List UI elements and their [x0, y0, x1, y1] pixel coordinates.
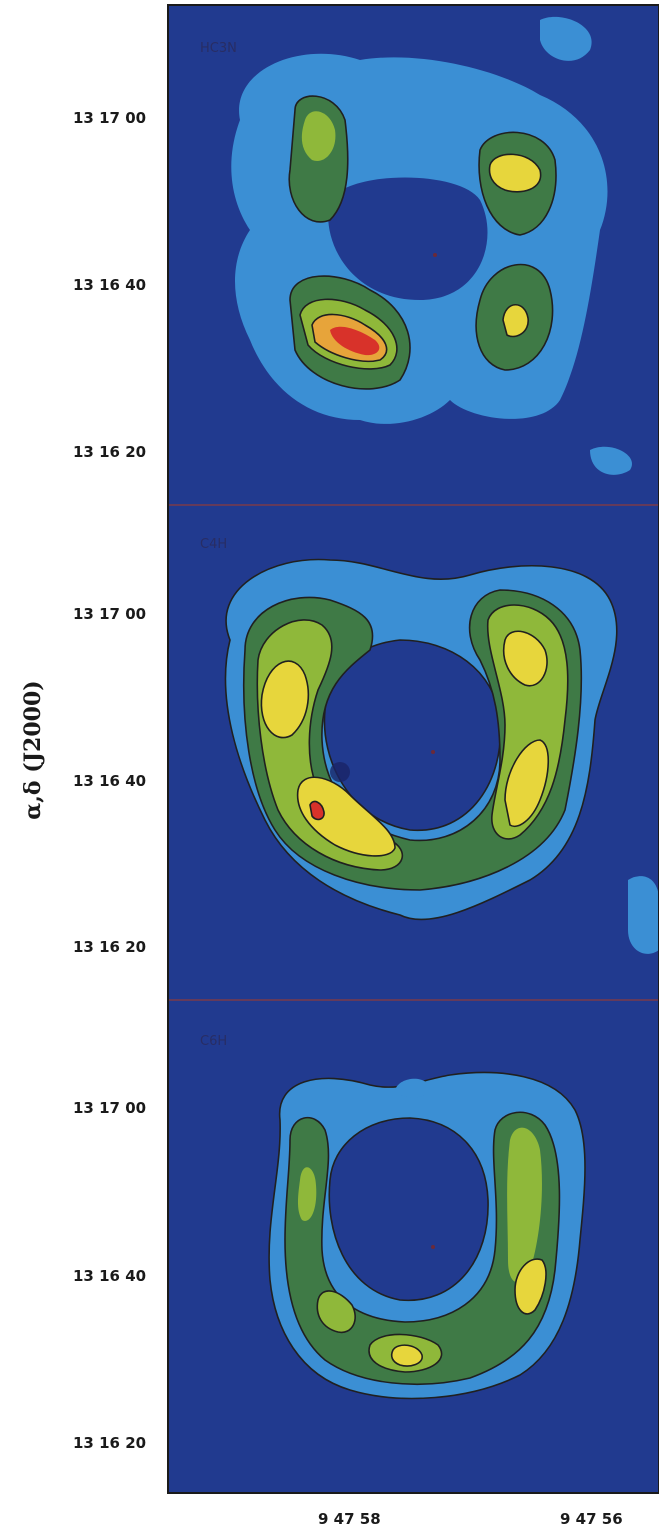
- panel1-level4-upper-right: [488, 153, 542, 193]
- x-tick-label: 9 47 56: [560, 1510, 623, 1528]
- y-tick-label: 13 17 00: [73, 1099, 146, 1117]
- panel1-center-marker: [433, 253, 437, 257]
- x-tick-label: 9 47 58: [318, 1510, 381, 1528]
- panel3-level3-lower-left: [316, 1290, 356, 1334]
- panel2-level4-lower-left: [296, 776, 396, 857]
- panel3-level3-left: [298, 1167, 317, 1221]
- panel3-level4-right: [514, 1258, 547, 1315]
- panel2-level1-right-patch: [628, 876, 659, 954]
- panel-hc3n: HC3N: [200, 16, 632, 475]
- panel3-center-marker: [431, 1245, 435, 1249]
- y-axis-title: α,δ (J2000): [20, 680, 46, 819]
- panel2-level4-upper-right: [503, 630, 548, 687]
- y-tick-label: 13 16 20: [73, 938, 146, 956]
- panel1-level1-patch-top: [540, 16, 592, 61]
- panel2-label: C4H: [200, 537, 227, 552]
- y-tick-label: 13 16 20: [73, 443, 146, 461]
- y-tick-label: 13 16 40: [73, 1267, 146, 1285]
- panel1-level6-peak: [330, 326, 380, 356]
- panel-c6h: C6H: [200, 1034, 586, 1400]
- panel3-label: C6H: [200, 1034, 227, 1049]
- y-tick-label: 13 16 40: [73, 772, 146, 790]
- panel2-center-marker: [431, 750, 435, 754]
- map-frame: [167, 4, 659, 1494]
- panel3-level3-right: [507, 1127, 542, 1283]
- panel-c4h: C4H: [200, 537, 659, 954]
- y-tick-label: 13 16 40: [73, 276, 146, 294]
- panel3-level1-top-patch: [395, 1078, 430, 1098]
- y-tick-label: 13 17 00: [73, 109, 146, 127]
- y-tick-label: 13 17 00: [73, 605, 146, 623]
- panel1-level1-patch-right: [590, 446, 632, 475]
- panel2-level6-peak: [309, 800, 325, 821]
- panel1-level4-lower-right: [502, 303, 529, 338]
- panel2-level4-lower-right: [504, 739, 550, 827]
- panel3-level4-bottom: [390, 1344, 423, 1367]
- panel1-level3-upper-left: [301, 111, 336, 161]
- panel2-dark-spot: [330, 762, 350, 782]
- panel2-level4-upper-left: [260, 660, 310, 739]
- panel1-label: HC3N: [200, 41, 237, 56]
- y-tick-label: 13 16 20: [73, 1434, 146, 1452]
